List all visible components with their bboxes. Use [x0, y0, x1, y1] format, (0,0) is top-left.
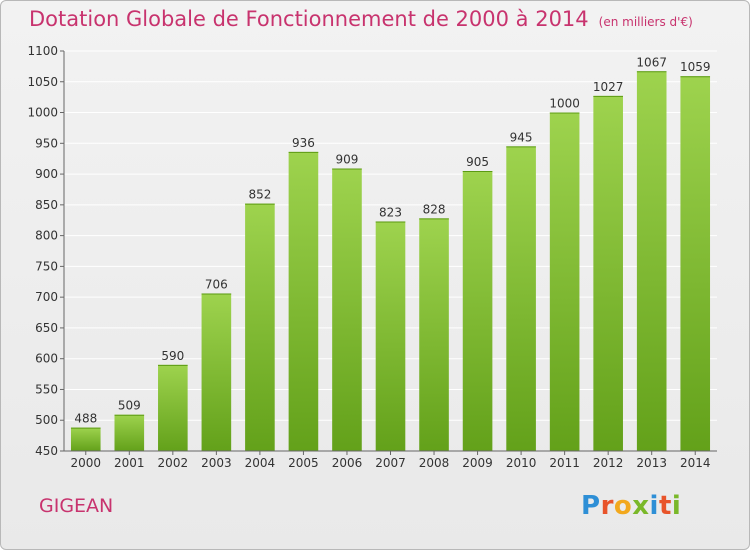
logo-letter: r: [600, 491, 614, 521]
x-tick-label-2010: 2010: [506, 456, 537, 470]
value-label-2002: 590: [161, 349, 184, 363]
labels: 450 500 550 600 650 700 750 800 850 900 950 1000 105…: [27, 44, 710, 470]
x-tick-label-2004: 2004: [245, 456, 276, 470]
y-tick-label-500: 500: [35, 413, 58, 427]
x-tick-label-2007: 2007: [375, 456, 406, 470]
y-tick-label-750: 750: [35, 259, 58, 273]
chart-title-text: Dotation Globale de Fonctionnement de 20…: [29, 7, 589, 31]
bar-2014: [680, 76, 711, 451]
bar-2011: [549, 112, 580, 452]
bar-2001: [114, 414, 145, 451]
x-tick-label-2009: 2009: [462, 456, 493, 470]
x-tick-label-2006: 2006: [332, 456, 363, 470]
chart-unit: (en milliers d'€): [598, 15, 693, 29]
y-tick-label-550: 550: [35, 382, 58, 396]
bar-2006: [332, 168, 362, 452]
y-tick-label-1000: 1000: [27, 106, 58, 120]
x-tick-label-2013: 2013: [636, 456, 667, 470]
logo-letter: x: [632, 491, 650, 521]
value-label-2005: 936: [292, 136, 315, 150]
y-tick-label-800: 800: [35, 229, 58, 243]
value-label-2006: 909: [336, 153, 359, 167]
axes: [60, 50, 717, 455]
x-tick-label-2014: 2014: [680, 456, 711, 470]
y-tick-label-900: 900: [35, 167, 58, 181]
y-tick-label-600: 600: [35, 352, 58, 366]
x-tick-label-2003: 2003: [201, 456, 232, 470]
x-tick-label-2008: 2008: [419, 456, 450, 470]
value-label-2014: 1059: [680, 60, 711, 74]
value-label-2008: 828: [423, 202, 446, 216]
value-label-2011: 1000: [549, 97, 580, 111]
bar-2009: [462, 171, 493, 451]
logo-letter: o: [613, 491, 633, 521]
y-tick-label-850: 850: [35, 198, 58, 212]
x-tick-label-2011: 2011: [549, 456, 580, 470]
y-tick-label-450: 450: [35, 444, 58, 458]
bar-2010: [506, 146, 536, 451]
chart-title: Dotation Globale de Fonctionnement de 20…: [29, 7, 693, 31]
bar-2012: [593, 95, 623, 451]
bar-2005: [288, 151, 319, 451]
value-label-2013: 1067: [636, 55, 667, 69]
y-tick-label-950: 950: [35, 136, 58, 150]
y-tick-label-700: 700: [35, 290, 58, 304]
bar-2013: [636, 71, 667, 452]
y-tick-label-1050: 1050: [27, 75, 58, 89]
x-tick-label-2005: 2005: [288, 456, 319, 470]
bar-2007: [375, 221, 406, 451]
bar-2004: [245, 203, 275, 451]
value-label-2001: 509: [118, 399, 141, 413]
logo-letter: i: [671, 491, 682, 521]
logo-letter: t: [658, 491, 672, 521]
value-label-2000: 488: [74, 412, 97, 426]
x-tick-label-2002: 2002: [158, 456, 189, 470]
value-label-2003: 706: [205, 277, 228, 291]
bar-2008: [419, 218, 449, 451]
logo-letter: i: [649, 491, 659, 521]
bars: [70, 71, 711, 452]
bar-2000: [70, 427, 101, 451]
value-label-2004: 852: [248, 188, 271, 202]
value-label-2007: 823: [379, 205, 402, 219]
value-label-2010: 945: [510, 130, 533, 144]
logo-letter: P: [581, 491, 601, 521]
proxiti-logo: Proxiti: [581, 491, 681, 521]
x-tick-label-2001: 2001: [114, 456, 145, 470]
value-label-2009: 905: [466, 155, 489, 169]
x-tick-label-2000: 2000: [70, 456, 101, 470]
y-tick-label-1100: 1100: [27, 44, 58, 58]
bar-2002: [158, 364, 188, 451]
place-name: GIGEAN: [39, 495, 114, 517]
y-tick-label-650: 650: [35, 321, 58, 335]
x-tick-label-2012: 2012: [593, 456, 624, 470]
bar-2003: [201, 293, 232, 451]
value-label-2012: 1027: [593, 80, 624, 94]
